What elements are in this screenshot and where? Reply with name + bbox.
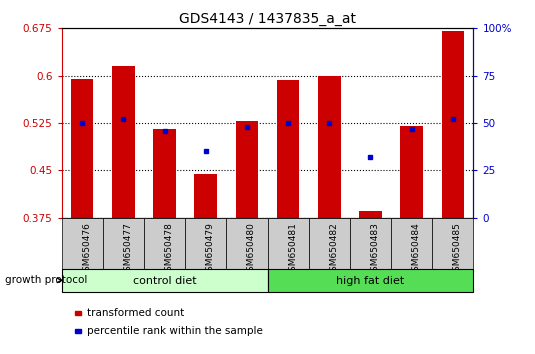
Bar: [309, 218, 350, 271]
Text: GSM650476: GSM650476: [82, 222, 91, 277]
Text: control diet: control diet: [133, 275, 196, 286]
Text: GSM650481: GSM650481: [288, 222, 297, 277]
Text: growth protocol: growth protocol: [5, 275, 88, 285]
Text: GSM650480: GSM650480: [247, 222, 256, 277]
Bar: [400, 126, 423, 218]
Bar: [268, 269, 473, 292]
Bar: [441, 32, 464, 218]
Bar: [318, 76, 341, 218]
Bar: [391, 218, 432, 271]
Bar: [226, 218, 268, 271]
Text: GDS4143 / 1437835_a_at: GDS4143 / 1437835_a_at: [179, 12, 356, 27]
Bar: [268, 218, 309, 271]
Text: GSM650478: GSM650478: [165, 222, 173, 277]
Bar: [432, 218, 473, 271]
Text: GSM650479: GSM650479: [206, 222, 215, 277]
Bar: [103, 218, 144, 271]
Bar: [62, 218, 103, 271]
Text: high fat diet: high fat diet: [337, 275, 404, 286]
Bar: [71, 79, 94, 218]
Text: GSM650485: GSM650485: [453, 222, 462, 277]
Bar: [194, 173, 217, 218]
Bar: [235, 121, 258, 218]
Text: percentile rank within the sample: percentile rank within the sample: [87, 326, 263, 336]
Text: GSM650484: GSM650484: [412, 222, 421, 277]
Bar: [62, 269, 268, 292]
Bar: [185, 218, 226, 271]
Text: GSM650482: GSM650482: [330, 222, 338, 277]
Bar: [153, 129, 176, 218]
Text: transformed count: transformed count: [87, 308, 184, 318]
Bar: [144, 218, 185, 271]
Text: GSM650477: GSM650477: [124, 222, 132, 277]
Bar: [112, 66, 135, 218]
Text: GSM650483: GSM650483: [371, 222, 379, 277]
Bar: [350, 218, 391, 271]
Bar: [277, 80, 300, 218]
Bar: [359, 211, 382, 218]
